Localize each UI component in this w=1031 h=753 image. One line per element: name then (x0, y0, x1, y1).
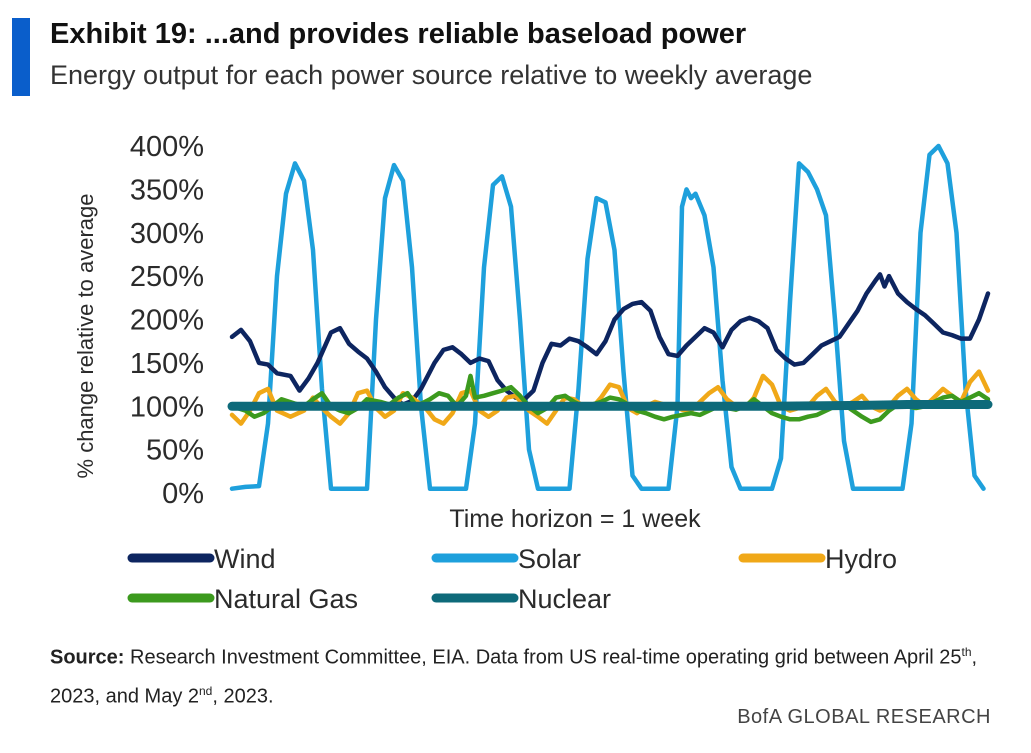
accent-bar (12, 18, 30, 96)
legend-label-solar: Solar (518, 544, 581, 574)
series-line-wind (229, 272, 991, 407)
chart-legend: Wind Solar Hydro Natural Gas Nuclear (127, 544, 897, 614)
exhibit-subtitle: Energy output for each power source rela… (50, 60, 813, 90)
y-tick-label: 100% (130, 391, 204, 423)
y-axis-title: % change relative to average (73, 194, 98, 479)
legend-label-nuclear: Nuclear (518, 584, 611, 614)
series-line-nuclear (227, 400, 993, 411)
y-tick-label: 350% (130, 174, 204, 206)
legend-label-hydro: Hydro (825, 544, 897, 574)
y-tick-label: 50% (146, 435, 204, 467)
y-axis-ticks: 0% 50% 100% 150% 200% 250% 300% 350% 400% (130, 131, 204, 510)
y-tick-label: 200% (130, 305, 204, 337)
source-label: Source: (50, 646, 125, 669)
source-text-b: , 2023, and May 2 (50, 646, 978, 708)
series-line-hydro (229, 369, 991, 426)
source-sup-b: nd (199, 683, 213, 698)
x-axis-title: Time horizon = 1 week (449, 505, 701, 533)
legend-label-wind: Wind (214, 544, 276, 574)
y-tick-label: 400% (130, 131, 204, 163)
exhibit-title: Exhibit 19: ...and provides reliable bas… (50, 18, 747, 50)
line-chart: 0% 50% 100% 150% 200% 250% 300% 350% 400% % chan… (73, 131, 993, 614)
y-tick-label: 150% (130, 348, 204, 380)
source-sup-a: th (961, 645, 972, 659)
y-tick-label: 250% (130, 261, 204, 293)
y-tick-label: 300% (130, 218, 204, 250)
brand-label: BofA GLOBAL RESEARCH (737, 706, 991, 728)
y-tick-label: 0% (162, 478, 204, 510)
series-line-solar (229, 143, 986, 491)
source-text-a: Research Investment Committee, EIA. Data… (130, 646, 962, 669)
legend-label-natural-gas: Natural Gas (214, 584, 358, 614)
series-line-natural-gas (229, 373, 991, 425)
source-note: Source: Research Investment Committee, E… (50, 636, 1010, 713)
source-text-c: , 2023. (212, 685, 274, 708)
chart-series (227, 143, 993, 491)
